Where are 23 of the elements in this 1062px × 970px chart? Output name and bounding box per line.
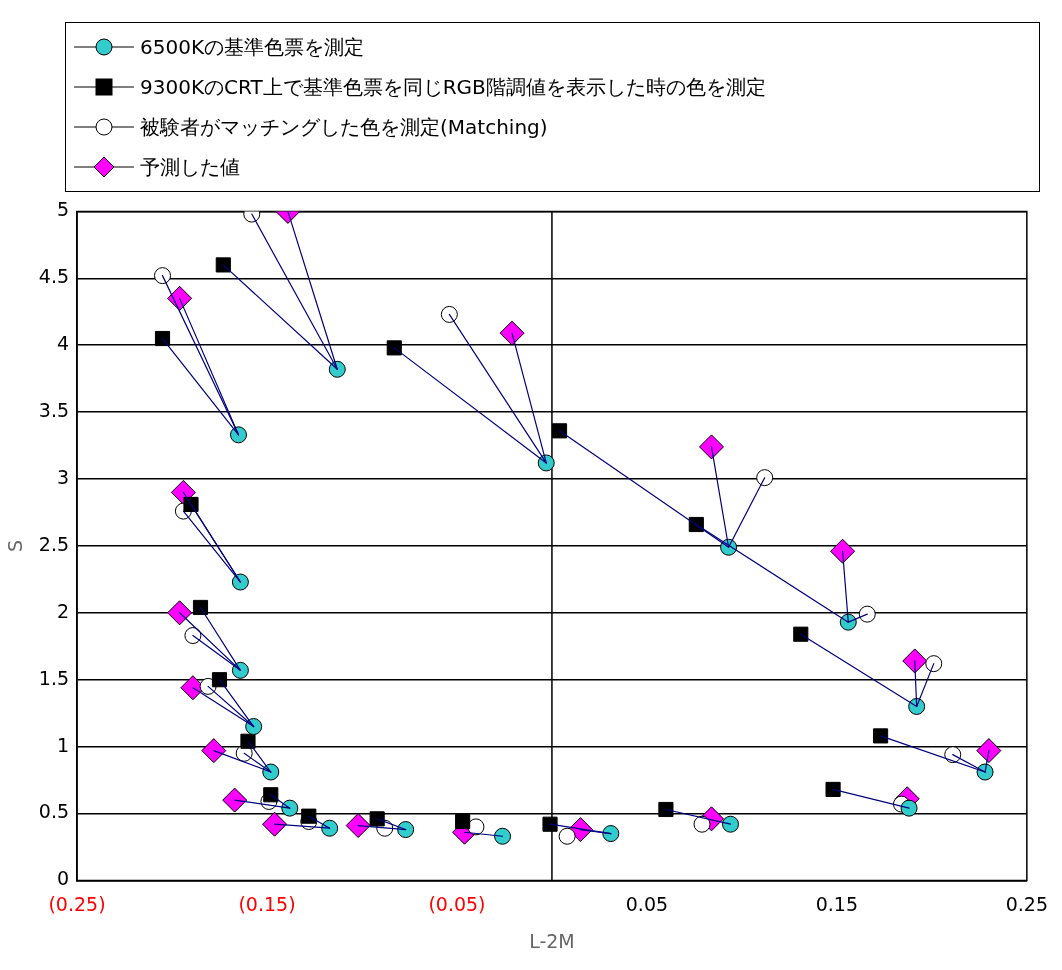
legend-label: 9300KのCRT上で基準色票を同じRGB階調値を表示した時の色を測定 [140, 73, 766, 101]
y-tick-label: 0 [56, 867, 70, 890]
y-tick-label: 5 [56, 198, 70, 221]
y-tick-label: 4 [56, 332, 70, 355]
y-tick-label: 1.5 [38, 666, 70, 689]
y-tick-label: 2.5 [38, 532, 70, 555]
y-tick-label: 2 [56, 599, 70, 622]
legend-label: 予測した値 [140, 153, 240, 181]
y-tick-label: 3 [56, 465, 70, 488]
y-tick-label: 1 [56, 733, 70, 756]
x-axis-title: L-2M [529, 929, 575, 952]
x-tick-label: (0.15) [238, 892, 296, 915]
x-tick-label: 0.15 [815, 892, 859, 915]
x-tick-label: (0.05) [428, 892, 486, 915]
x-tick-label: 0.05 [625, 892, 669, 915]
y-tick-label: 0.5 [38, 800, 70, 823]
y-axis-title: S [4, 539, 27, 552]
x-tick-label: 0.25 [1005, 892, 1048, 915]
x-tick-label: (0.25) [48, 892, 106, 915]
legend-label: 6500Kの基準色票を測定 [140, 33, 365, 61]
legend-label: 被験者がマッチングした色を測定(Matching) [140, 113, 548, 141]
y-tick-label: 3.5 [38, 399, 70, 422]
y-tick-label: 4.5 [38, 265, 70, 288]
